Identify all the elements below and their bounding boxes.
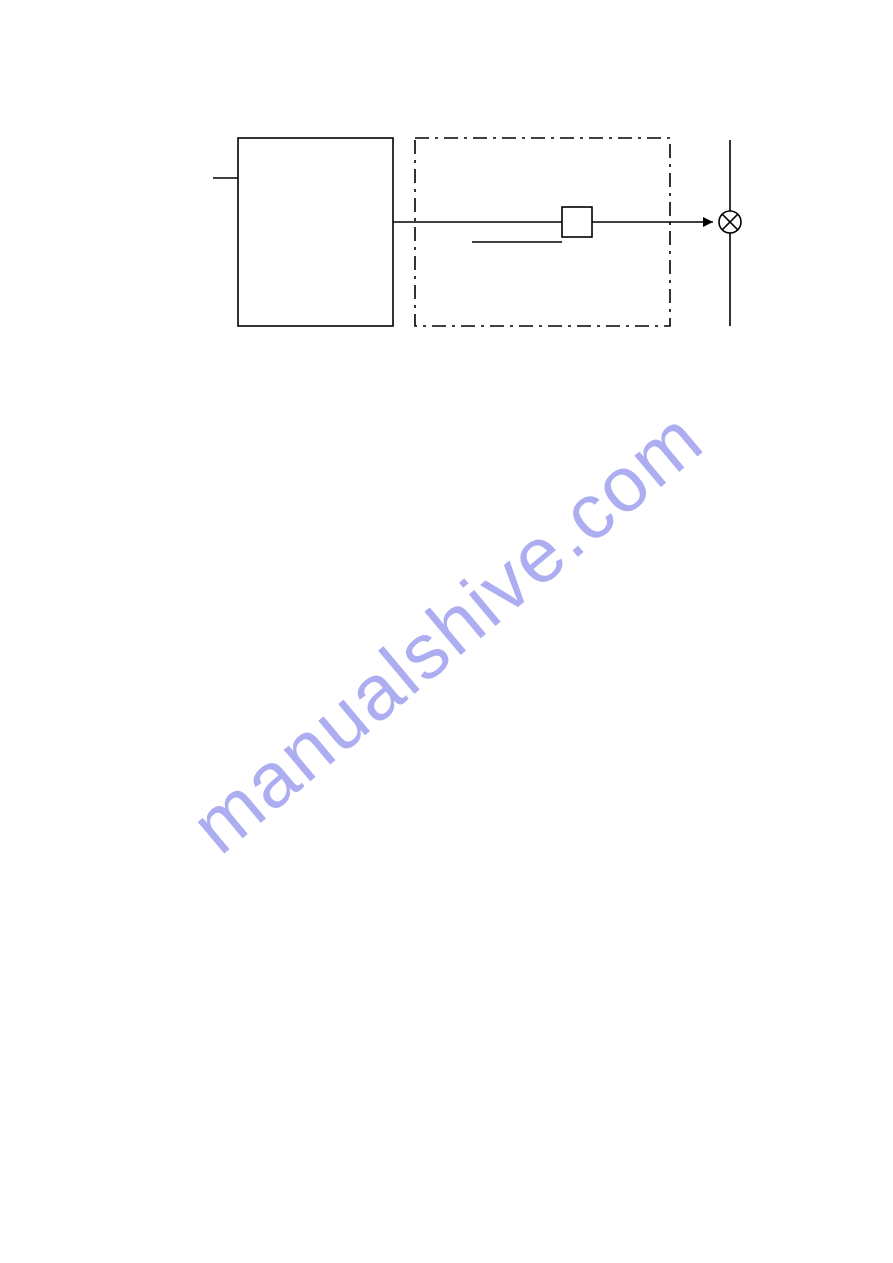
dashed-block (415, 138, 670, 326)
small-block (562, 207, 592, 237)
solid-block (238, 138, 393, 326)
block-diagram (0, 0, 893, 1263)
arrowhead-icon (703, 217, 713, 227)
